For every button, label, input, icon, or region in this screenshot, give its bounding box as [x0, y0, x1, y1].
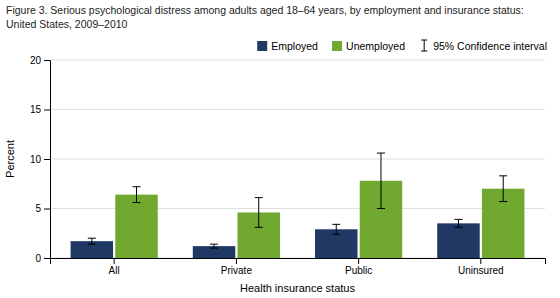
- grid-line: [50, 60, 545, 61]
- x-tick-line: [114, 258, 115, 264]
- grid-line: [50, 109, 545, 110]
- bar: [437, 223, 479, 258]
- y-tick-label: 0: [35, 253, 41, 264]
- legend-item: Unemployed: [332, 40, 405, 52]
- error-bar: [499, 176, 507, 202]
- legend: Employed Unemployed 95% Confidence interva…: [257, 40, 547, 52]
- x-tick-label: Uninsured: [458, 265, 504, 276]
- x-tick-label: Public: [345, 265, 372, 276]
- y-axis-line: [44, 61, 51, 259]
- legend-label: Employed: [271, 40, 318, 52]
- x-tick: Uninsured: [458, 258, 504, 276]
- legend-item: Employed: [257, 40, 318, 52]
- error-bar: [88, 238, 96, 244]
- x-tick-line: [236, 258, 237, 264]
- y-tick-label: 10: [30, 154, 42, 165]
- x-tick-label: Private: [221, 265, 253, 276]
- subtitle: United States, 2009–2010: [6, 18, 128, 30]
- y-tick-label: 15: [30, 104, 42, 115]
- error-bars: [88, 219, 463, 248]
- y-tick-line: [44, 110, 50, 111]
- y-tick-line: [44, 159, 50, 160]
- plot: All Private Public Uninsured 0 5 10 15 20: [30, 55, 546, 276]
- y-tick-label: 20: [30, 55, 42, 66]
- y-tick: 5: [35, 203, 50, 214]
- bar: [115, 195, 157, 258]
- x-tick-label: All: [109, 265, 120, 276]
- y-tick-line: [44, 209, 50, 210]
- x-tick: All: [109, 258, 120, 276]
- error-bar: [454, 219, 462, 227]
- legend-swatch: [332, 41, 342, 51]
- x-tick: Public: [345, 258, 372, 276]
- legend-swatch: [421, 40, 427, 51]
- x-tick: Private: [221, 258, 253, 276]
- y-tick-line: [44, 60, 50, 61]
- y-axis: 0 5 10 15 20: [30, 55, 51, 264]
- error-bar: [133, 187, 141, 203]
- error-bar: [377, 153, 385, 208]
- x-tick-line: [358, 258, 359, 264]
- y-tick: 15: [30, 104, 50, 115]
- error-bar: [332, 224, 340, 234]
- error-bar: [255, 198, 263, 228]
- y-tick: 10: [30, 154, 50, 165]
- x-axis-line: [51, 259, 546, 265]
- error-bars: [133, 153, 508, 227]
- title: Figure 3. Serious psychological distress…: [6, 4, 524, 16]
- grid-line: [50, 159, 545, 160]
- legend-label: Unemployed: [346, 40, 405, 52]
- x-axis-title: Health insurance status: [240, 282, 355, 294]
- legend-swatch: [257, 41, 267, 51]
- grid: [50, 60, 545, 258]
- chart: Figure 3. Serious psychological distress…: [0, 0, 560, 298]
- series: [115, 181, 524, 258]
- error-bar: [210, 244, 218, 248]
- marks: [71, 153, 525, 258]
- legend-label: 95% Confidence interval: [433, 40, 547, 52]
- x-axis: All Private Public Uninsured: [51, 258, 546, 276]
- y-tick: 0: [35, 253, 50, 264]
- legend-item: 95% Confidence interval: [421, 40, 547, 52]
- y-axis-title: Percent: [4, 140, 16, 178]
- y-tick-line: [44, 258, 50, 259]
- y-tick-label: 5: [35, 203, 41, 214]
- x-tick-line: [480, 258, 481, 264]
- y-tick: 20: [30, 55, 50, 66]
